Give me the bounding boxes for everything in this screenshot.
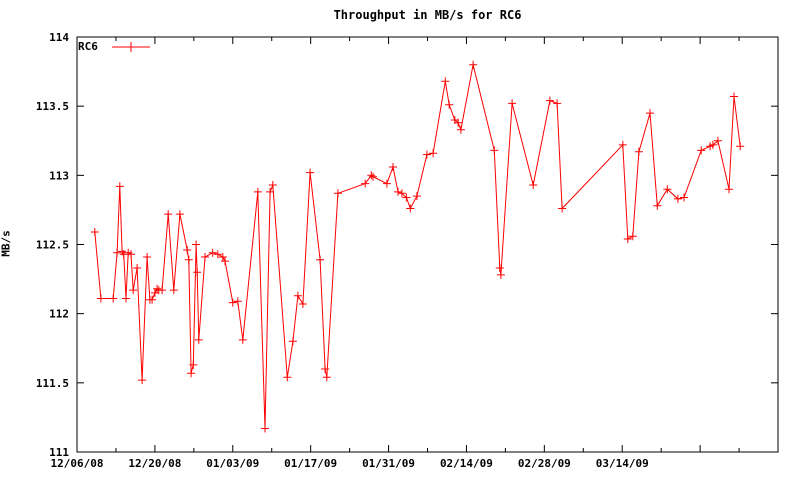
y-tick-label: 112.5 (36, 239, 69, 252)
legend-series-label: RC6 (78, 40, 98, 53)
x-tick-label: 12/20/08 (128, 457, 181, 470)
x-tick-label: 02/28/09 (518, 457, 571, 470)
plot-border (76, 36, 779, 453)
y-tick-label: 111 (49, 446, 69, 459)
x-tick-label: 12/06/08 (51, 457, 104, 470)
x-tick-label: 03/14/09 (596, 457, 649, 470)
legend: RC6 (78, 40, 152, 54)
y-tick-label: 114 (49, 31, 69, 44)
x-tick-label: 02/14/09 (440, 457, 493, 470)
legend-line-sample-icon (111, 42, 150, 52)
x-tick-label: 01/17/09 (284, 457, 337, 470)
chart-title: Throughput in MB/s for RC6 (333, 8, 522, 22)
y-tick-label: 113.5 (36, 100, 69, 113)
y-tick-label: 112 (49, 308, 69, 321)
y-tick-label: 111.5 (36, 377, 69, 390)
data-series-rc6 (94, 64, 741, 429)
data-markers-rc6 (90, 60, 745, 433)
x-tick-label: 01/31/09 (362, 457, 415, 470)
y-tick-label: 113 (49, 169, 69, 182)
x-tick-label: 01/03/09 (206, 457, 259, 470)
